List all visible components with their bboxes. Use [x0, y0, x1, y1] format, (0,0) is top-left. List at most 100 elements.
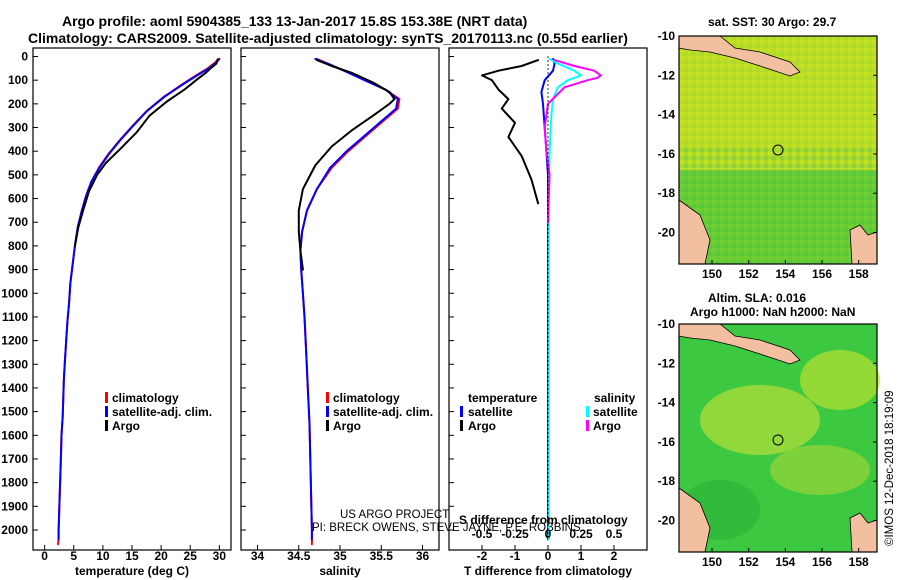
sst-map-frame [678, 35, 878, 265]
sst-map-title: sat. SST: 30 Argo: 29.7 [708, 15, 837, 29]
legend-swatch-t-argo [460, 420, 463, 431]
legend-salinity-header: salinity [594, 391, 636, 405]
x-tick-label: 34 [251, 549, 265, 563]
sla-high-region [770, 445, 870, 495]
title-line-1: Argo profile: aoml 5904385_133 13-Jan-20… [62, 13, 527, 29]
salinity-panel: 34 34.5 35 35.5 36 [251, 57, 430, 563]
map-lon-label: 156 [812, 555, 832, 569]
x-tick-label: -2 [477, 549, 488, 563]
legend-t-argo: Argo [468, 419, 496, 433]
salinity-xlabel: salinity [319, 564, 361, 578]
depth-tick-label: 1400 [1, 381, 28, 395]
legend-temperature-header: temperature [468, 391, 538, 405]
depth-tick-label: 1300 [1, 357, 28, 371]
legend-swatch-s-argo [586, 420, 589, 431]
legend-s-argo: Argo [593, 419, 621, 433]
legend-climatology: climatology [112, 391, 179, 405]
depth-tick-label: 2000 [1, 523, 28, 537]
temperature-xlabel: temperature (deg C) [75, 564, 189, 578]
x-tick-label: -1 [510, 549, 521, 563]
legend-swatch-argo [326, 420, 329, 431]
depth-tick-label: 1100 [2, 310, 28, 324]
x-tick-label: 34.5 [287, 549, 311, 563]
s-tick-label: -0.25 [501, 527, 529, 541]
difference-legend: temperature salinity satellite Argo sate… [460, 391, 638, 433]
temperature-legend: climatology satellite-adj. clim. Argo [105, 391, 212, 433]
legend-satellite: satellite-adj. clim. [333, 405, 433, 419]
x-tick-label: 0 [41, 549, 48, 563]
map-lon-label: 150 [702, 267, 722, 281]
x-tick-label: 35.5 [370, 549, 394, 563]
series-line-satellite-adj-clim- [299, 57, 399, 541]
legend-swatch-climatology [326, 392, 329, 403]
depth-tick-label: 200 [8, 97, 28, 111]
series-line-salinity-satellite [547, 57, 582, 541]
s-tick-label: 0 [545, 527, 552, 541]
s-difference-label: S difference from climatology [459, 513, 628, 527]
depth-tick-label: 300 [8, 121, 28, 135]
map-lat-label: -12 [658, 356, 676, 370]
sla-map-axes: -10 -12 -14 -16 -18 -20 150 152 154 156 158 [658, 317, 877, 569]
x-tick-label: 25 [184, 549, 198, 563]
map-lon-label: 152 [739, 555, 759, 569]
x-tick-label: 20 [154, 549, 168, 563]
x-tick-label: 1 [578, 549, 585, 563]
map-lon-label: 158 [849, 267, 869, 281]
map-lat-label: -16 [658, 147, 676, 161]
sst-warm-region [679, 36, 877, 146]
depth-tick-label: 800 [8, 239, 28, 253]
x-tick-label: 10 [96, 549, 110, 563]
sla-map: -10 -12 -14 -16 -18 -20 150 152 154 156 158 [658, 317, 880, 569]
salinity-legend: climatology satellite-adj. clim. Argo [326, 391, 433, 433]
temperature-panel: 0 5 10 15 20 25 30 [41, 57, 227, 563]
credit-line-1: US ARGO PROJECT [340, 509, 449, 521]
map-lat-label: -12 [658, 68, 676, 82]
legend-s-satellite: satellite [593, 405, 638, 419]
sla-high-region [800, 350, 880, 410]
map-lat-label: -10 [658, 317, 676, 331]
legend-t-satellite: satellite [468, 405, 513, 419]
temperature-panel-frame [32, 47, 232, 551]
legend-swatch-s-satellite [586, 406, 589, 417]
map-lat-label: -14 [658, 108, 676, 122]
sst-argo-position-marker [772, 144, 784, 156]
legend-climatology: climatology [333, 391, 400, 405]
x-tick-label: 36 [416, 549, 430, 563]
map-lat-label: -18 [658, 474, 676, 488]
map-lat-label: -16 [658, 435, 676, 449]
map-lat-label: -14 [658, 396, 676, 410]
map-lon-label: 154 [775, 555, 795, 569]
legend-swatch-argo [105, 420, 108, 431]
map-lon-label: 158 [849, 555, 869, 569]
depth-tick-label: 900 [8, 263, 28, 277]
depth-tick-label: 1500 [1, 405, 28, 419]
series-line-salinity-argo [543, 59, 602, 224]
depth-tick-label: 1600 [1, 428, 28, 442]
map-lat-label: -20 [658, 514, 676, 528]
s-tick-label: 0.25 [569, 527, 593, 541]
sla-map-title-2: Argo h1000: NaN h2000: NaN [690, 305, 855, 319]
sla-map-frame [678, 323, 878, 553]
depth-tick-label: 1200 [1, 334, 28, 348]
series-line-temperature-argo [481, 59, 540, 205]
depth-axis: 0 100 200 300 400 500 600 700 800 900 1000 1100 1200… [1, 50, 454, 537]
x-tick-label: 35 [333, 549, 347, 563]
map-lon-label: 156 [812, 267, 832, 281]
depth-tick-label: 700 [8, 215, 28, 229]
legend-swatch-satellite [105, 406, 108, 417]
depth-tick-label: 1800 [1, 476, 28, 490]
title-line-2: Climatology: CARS2009. Satellite-adjuste… [28, 30, 628, 46]
x-tick-label: 5 [70, 549, 77, 563]
map-lon-label: 150 [702, 555, 722, 569]
x-tick-label: 30 [213, 549, 227, 563]
s-tick-label: 0.5 [606, 527, 623, 541]
difference-panel: -2 -1 0 1 2 -0.5 -0.25 0 0.25 0.5 [472, 56, 623, 563]
depth-tick-label: 1000 [1, 286, 28, 300]
legend-swatch-t-satellite [460, 406, 463, 417]
sla-map-title-1: Altim. SLA: 0.016 [708, 291, 806, 305]
sla-land-png [678, 323, 801, 365]
legend-argo: Argo [333, 419, 361, 433]
legend-satellite: satellite-adj. clim. [112, 405, 212, 419]
depth-tick-label: 0 [21, 50, 28, 64]
